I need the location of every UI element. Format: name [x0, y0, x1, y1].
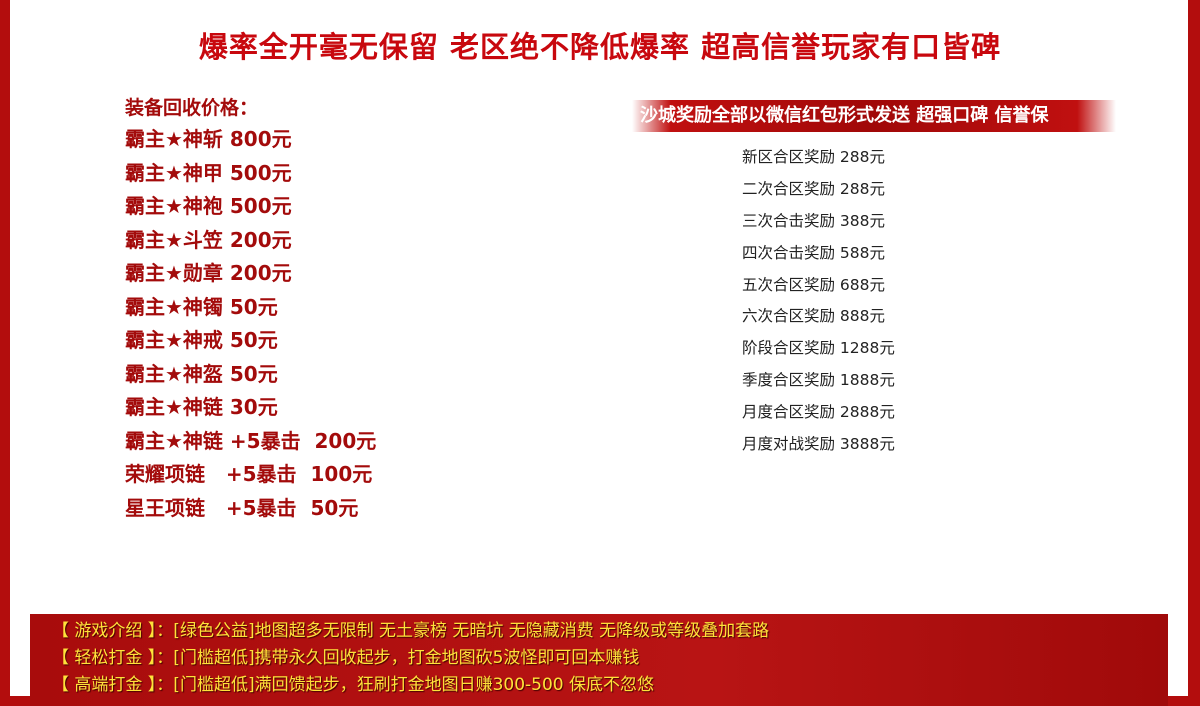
recycle-item: 荣耀项链 +5暴击 100元 — [125, 462, 373, 486]
recycle-item: 星王项链 +5暴击 50元 — [125, 495, 359, 520]
reward-item: 月度合区奖励 2888元 — [742, 403, 895, 422]
reward-item: 三次合击奖励 388元 — [742, 211, 886, 230]
reward-item: 五次合区奖励 688元 — [742, 275, 886, 294]
recycle-heading: 装备回收价格： — [125, 97, 259, 119]
reward-list: 新区合区奖励 288元 二次合区奖励 288元 三次合击奖励 388元 四次合击奖励 … — [742, 142, 895, 461]
recycle-item: 霸主★神斩 800元 — [125, 127, 292, 151]
footer-line: 【 游戏介绍 】：[绿色公益]地图超多无限制 无土豪榜 无暗坑 无隐藏消费 无降… — [52, 621, 770, 641]
reward-item: 四次合击奖励 588元 — [742, 243, 886, 262]
reward-item: 二次合区奖励 288元 — [742, 179, 886, 198]
recycle-item: 霸主★神戒 50元 — [125, 328, 278, 352]
footer-line: 【 高端打金 】：[门槛超低]满回馈起步，狂刷打金地图日赚300-500 保底不… — [52, 675, 655, 695]
recycle-item: 霸主★神链 +5暴击 200元 — [125, 428, 377, 453]
page-title: 爆率全开毫无保留 老区绝不降低爆率 超高信誉玩家有口皆碑 — [198, 30, 1002, 64]
recycle-item: 霸主★神盔 50元 — [125, 361, 278, 386]
reward-banner: 沙城奖励全部以微信红包形式发送 超强口碑 信誉保 — [632, 100, 1116, 132]
reward-item: 六次合区奖励 888元 — [742, 307, 886, 326]
recycle-item: 霸主★神袍 500元 — [125, 194, 292, 218]
recycle-item: 霸主★斗笠 200元 — [125, 227, 292, 252]
reward-item: 新区合区奖励 288元 — [742, 148, 886, 166]
footer-info: 【 游戏介绍 】：[绿色公益]地图超多无限制 无土豪榜 无暗坑 无隐藏消费 无降… — [30, 614, 1168, 706]
recycle-price-list: 装备回收价格： 霸主★神斩 800元 霸主★神甲 500元 霸主★神袍 500元 霸主… — [125, 93, 376, 525]
recycle-item: 霸主★勋章 200元 — [125, 261, 292, 285]
footer-line: 【 轻松打金 】：[门槛超低]携带永久回收起步，打金地图砍5波怪即可回本赚钱 — [52, 648, 640, 668]
reward-item: 月度对战奖励 3888元 — [742, 435, 895, 454]
recycle-item: 霸主★神链 30元 — [125, 395, 278, 419]
reward-item: 季度合区奖励 1888元 — [742, 371, 895, 390]
recycle-item: 霸主★神镯 50元 — [125, 294, 278, 319]
reward-item: 阶段合区奖励 1288元 — [742, 339, 895, 358]
recycle-item: 霸主★神甲 500元 — [125, 160, 292, 185]
